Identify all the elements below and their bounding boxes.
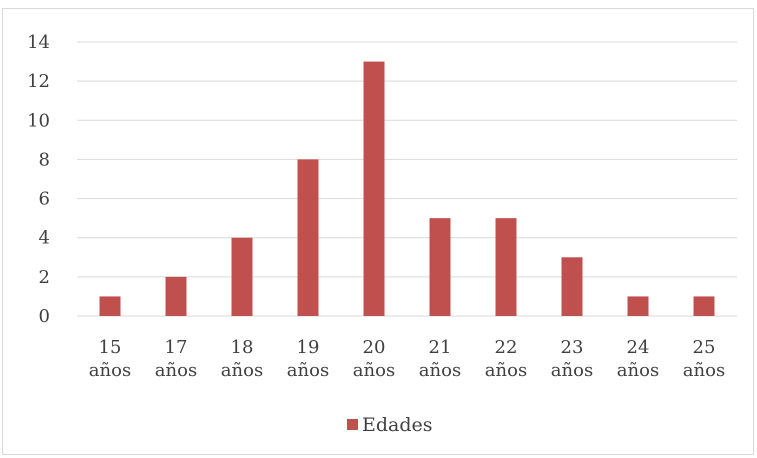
x-tick-label-21-años-line1: 21	[429, 337, 452, 358]
x-tick-label-18-años-line2: años	[221, 360, 263, 381]
bar-20-años	[363, 61, 385, 317]
x-tick-label-24-años-line1: 24	[627, 337, 650, 358]
y-tick-label-14: 14	[27, 32, 50, 53]
x-tick-label-21-años-line2: años	[419, 360, 461, 381]
x-tick-label-24-años-line2: años	[617, 360, 659, 381]
y-tick-label-4: 4	[39, 228, 50, 249]
bars	[99, 61, 715, 317]
y-tick-label-8: 8	[39, 149, 50, 170]
bar-24-años	[627, 296, 649, 316]
bar-22-años	[495, 218, 517, 316]
bar-25-años	[693, 296, 715, 316]
y-tick-label-10: 10	[27, 110, 50, 131]
x-tick-label-15-años-line2: años	[89, 360, 131, 381]
legend-swatch-edades	[347, 419, 358, 430]
x-tick-label-20-años-line2: años	[353, 360, 395, 381]
x-tick-label-18-años-line1: 18	[231, 337, 254, 358]
bar-15-años	[99, 296, 121, 316]
x-tick-label-17-años-line2: años	[155, 360, 197, 381]
bar-19-años	[297, 159, 319, 316]
x-tick-label-15-años-line1: 15	[99, 337, 122, 358]
x-tick-label-23-años-line1: 23	[561, 337, 584, 358]
y-tick-label-0: 0	[39, 306, 50, 327]
x-tick-label-23-años-line2: años	[551, 360, 593, 381]
x-tick-label-19-años-line1: 19	[297, 337, 320, 358]
bar-23-años	[561, 257, 583, 316]
bar-17-años	[165, 276, 187, 316]
bar-21-años	[429, 218, 451, 316]
x-tick-label-25-años-line1: 25	[693, 337, 716, 358]
x-tick-label-22-años-line2: años	[485, 360, 527, 381]
x-tick-label-17-años-line1: 17	[165, 337, 188, 358]
x-tick-label-25-años-line2: años	[683, 360, 725, 381]
x-tick-label-22-años-line1: 22	[495, 337, 518, 358]
legend: Edades	[347, 414, 433, 436]
y-axis-tick-labels: 0 2 4 6 8 10 12 14	[27, 32, 50, 327]
y-tick-label-6: 6	[39, 189, 50, 210]
x-axis-tick-labels: 15años17años18años19años20años21años22añ…	[89, 337, 725, 381]
x-tick-label-19-años-line2: años	[287, 360, 329, 381]
x-tick-label-20-años-line1: 20	[363, 337, 386, 358]
legend-label-edades: Edades	[362, 414, 433, 436]
y-tick-label-12: 12	[27, 71, 50, 92]
gridlines	[77, 41, 737, 317]
y-tick-label-2: 2	[39, 267, 50, 288]
bar-18-años	[231, 237, 253, 316]
